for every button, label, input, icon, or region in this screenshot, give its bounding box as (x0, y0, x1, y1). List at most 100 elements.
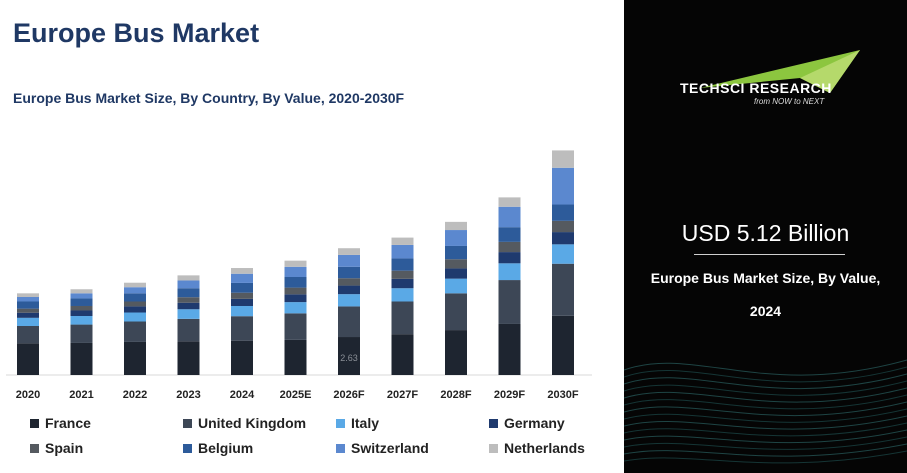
chart-legend: France United Kingdom Italy Germany Spain Bel… (0, 412, 624, 472)
bar-segment-belgium-2023 (177, 288, 200, 298)
bar-segment-switzerland-2023 (177, 280, 200, 289)
bar-segment-united-kingdom-2025e (284, 313, 307, 340)
bar-segment-netherlands-2026f (338, 248, 360, 255)
bar-segment-netherlands-2022 (124, 282, 146, 288)
legend-swatch (489, 418, 498, 428)
bar-segment-belgium-2030f (552, 204, 574, 221)
legend-label: Netherlands (504, 440, 585, 456)
bar-segment-spain-2024 (231, 292, 253, 299)
bar-segment-france-2022 (124, 341, 146, 375)
x-tick-label: 2029F (494, 389, 525, 401)
bar-segment-france-2030f (552, 315, 574, 375)
bar-segment-france-2024 (231, 340, 253, 375)
x-tick-label: 2025E (280, 389, 312, 401)
bar-segment-germany-2025e (284, 294, 307, 303)
bar-segment-belgium-2020 (17, 301, 39, 309)
x-tick-label: 2020 (16, 389, 40, 401)
bar-segment-netherlands-2029f (498, 197, 521, 207)
x-tick-label: 2027F (387, 389, 418, 401)
bar-segment-france-2027f (391, 334, 414, 375)
bar-segment-switzerland-2022 (124, 287, 146, 294)
techsci-logo (700, 50, 860, 93)
bar-segment-spain-2027f (391, 270, 414, 279)
wave-background (624, 359, 907, 464)
summary-panel: TECHSCI RESEARCH from NOW to NEXT USD 5.… (624, 0, 907, 473)
bar-segment-netherlands-2027f (391, 237, 414, 245)
market-value-year: 2024 (749, 303, 782, 319)
bar-segment-germany-2028f (445, 268, 467, 279)
bar-segment-italy-2021 (70, 315, 93, 325)
bar-segment-italy-2025e (284, 302, 307, 314)
bar-segment-italy-2020 (17, 317, 39, 326)
bar-segment-united-kingdom-2024 (231, 316, 253, 341)
bar-segment-united-kingdom-2022 (124, 321, 146, 342)
bar-segment-spain-2029f (498, 241, 521, 253)
x-tick-label: 2021 (69, 389, 93, 401)
x-tick-label: 2028F (440, 389, 471, 401)
bar-segment-netherlands-2021 (70, 289, 93, 294)
bar-segment-germany-2029f (498, 252, 521, 264)
market-value: USD 5.12 Billion (681, 220, 850, 246)
legend-item-france: France (30, 415, 91, 431)
bar-segment-belgium-2027f (391, 258, 414, 271)
bar-segment-united-kingdom-2029f (498, 280, 521, 324)
chart-subtitle: Europe Bus Market Size, By Country, By V… (13, 90, 405, 106)
divider (694, 254, 845, 255)
legend-swatch (336, 418, 345, 428)
bar-segment-germany-2022 (124, 306, 146, 313)
legend-item-italy: Italy (336, 415, 379, 431)
legend-label: Spain (45, 440, 84, 456)
legend-item-germany: Germany (489, 415, 565, 431)
bar-segment-switzerland-2029f (498, 206, 521, 228)
bar-segment-netherlands-2023 (177, 275, 200, 281)
bar-segment-switzerland-2027f (391, 244, 414, 259)
bar-segment-spain-2026f (338, 278, 360, 286)
bar-segment-belgium-2026f (338, 266, 360, 279)
bar-segment-united-kingdom-2026f (338, 306, 360, 338)
bar-segment-united-kingdom-2027f (391, 301, 414, 335)
bar-segment-belgium-2025e (284, 277, 307, 288)
x-tick-label: 2022 (123, 389, 147, 401)
bar-segment-united-kingdom-2030f (552, 263, 574, 316)
bar-segment-italy-2022 (124, 312, 146, 322)
bar-segment-switzerland-2025e (284, 266, 307, 277)
legend-label: Belgium (198, 440, 254, 456)
legend-swatch (30, 418, 39, 428)
bar-segment-netherlands-2028f (445, 221, 467, 231)
bar-segment-italy-2028f (445, 278, 467, 294)
bar-segment-italy-2029f (498, 263, 521, 281)
bar-segment-belgium-2024 (231, 282, 253, 293)
bar-segment-switzerland-2020 (17, 297, 39, 302)
bar-segment-switzerland-2030f (552, 167, 574, 205)
bar-segment-germany-2024 (231, 298, 253, 306)
legend-label: United Kingdom (198, 415, 307, 431)
bar-segment-united-kingdom-2028f (445, 293, 467, 331)
market-value-label: Europe Bus Market Size, By Value, (650, 270, 881, 286)
bar-segment-italy-2023 (177, 309, 200, 319)
bar-segment-spain-2028f (445, 259, 467, 269)
bar-segment-belgium-2028f (445, 245, 467, 260)
bar-segment-spain-2023 (177, 297, 200, 303)
bar-segment-switzerland-2028f (445, 230, 467, 246)
bar-segment-france-2026f (338, 337, 360, 375)
x-tick-label: 2024 (230, 389, 255, 401)
bar-segment-italy-2024 (231, 305, 253, 317)
logo-text: TECHSCI RESEARCH (680, 80, 832, 96)
bar-segment-france-2028f (445, 330, 467, 375)
legend-swatch (183, 443, 192, 453)
x-tick-label: 2023 (176, 389, 200, 401)
legend-label: Germany (504, 415, 565, 431)
bar-segment-spain-2025e (284, 287, 307, 295)
bar-segment-netherlands-2025e (284, 260, 307, 267)
bar-segment-switzerland-2024 (231, 273, 253, 283)
page-title: Europe Bus Market (13, 18, 260, 48)
logo-tagline: from NOW to NEXT (754, 97, 825, 106)
bar-segment-united-kingdom-2020 (17, 326, 39, 344)
bar-segment-france-2029f (498, 323, 521, 375)
bar-segment-italy-2026f (338, 294, 360, 307)
bar-segment-spain-2020 (17, 308, 39, 313)
bar-segment-united-kingdom-2021 (70, 324, 93, 343)
legend-item-united-kingdom: United Kingdom (183, 415, 306, 431)
legend-item-belgium: Belgium (183, 440, 253, 456)
data-label: 2.63 (340, 353, 358, 363)
